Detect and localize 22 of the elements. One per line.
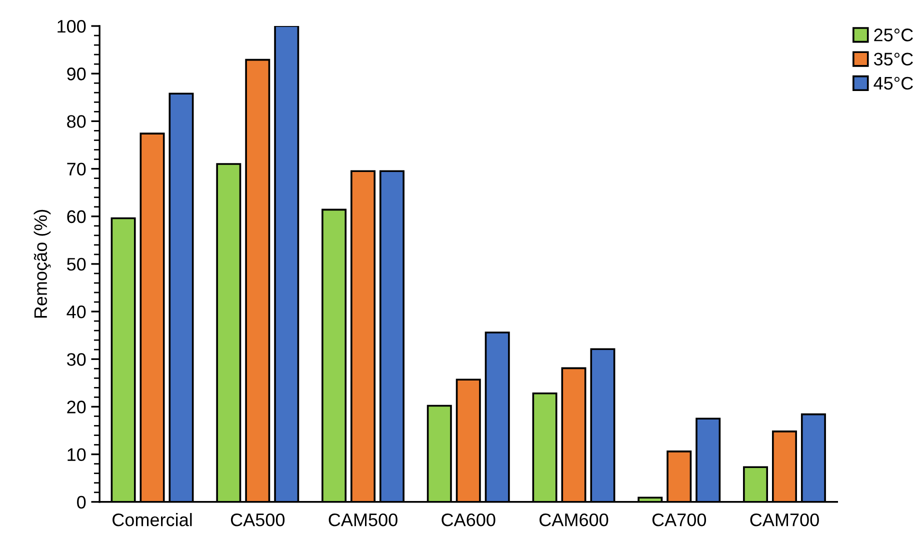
x-tick-label: CA700 [652,513,706,526]
y-tick-label: 60 [67,210,86,224]
x-tick-label: CA500 [230,513,285,526]
x-tick-label: Comercial [112,513,192,526]
y-tick-label: 10 [68,448,86,462]
x-tick-label: CAM600 [540,513,608,526]
y-tick-label: 70 [67,162,86,176]
y-tick-label: 90 [67,68,86,80]
x-tick-label: CAM700 [750,513,819,526]
y-axis-title: Remoção (%) [34,210,51,318]
y-tick-label: 20 [67,400,86,414]
legend-label: 25°C [874,28,913,42]
y-tick-label: 40 [66,305,86,318]
y-tick-label: 30 [66,353,86,366]
x-tick-label: CA600 [442,513,496,526]
x-tick-label: CAM500 [328,513,398,526]
y-tick-label: 80 [67,115,86,128]
legend-label: 45°C [874,76,913,90]
legend-label: 35°C [874,52,913,66]
y-tick-label: 0 [77,496,86,509]
y-tick-label: 100 [58,20,86,33]
y-tick-label: 50 [67,258,86,271]
